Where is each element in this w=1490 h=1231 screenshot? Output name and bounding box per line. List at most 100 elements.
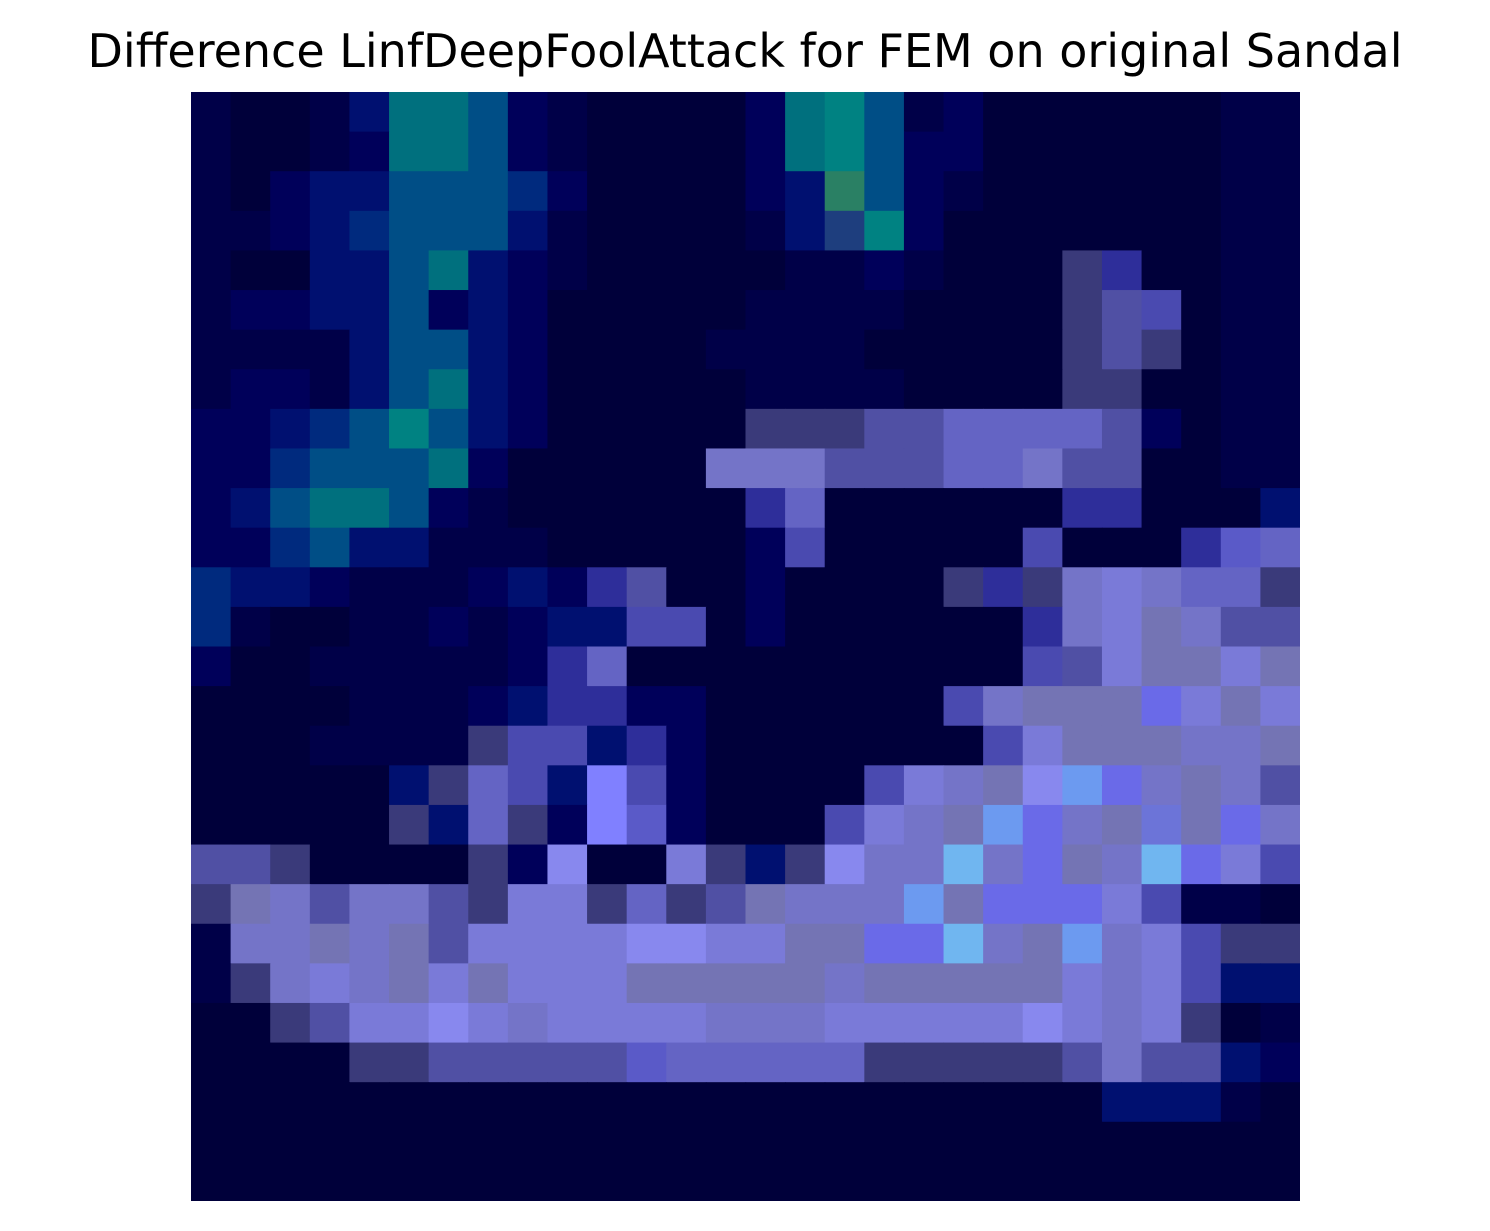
heatmap-pixel bbox=[428, 844, 469, 885]
heatmap-pixel bbox=[1022, 1161, 1063, 1201]
heatmap-pixel bbox=[428, 210, 469, 252]
heatmap-pixel bbox=[547, 686, 588, 727]
heatmap-pixel bbox=[666, 923, 707, 964]
heatmap-pixel bbox=[903, 765, 945, 806]
heatmap-pixel bbox=[1022, 686, 1063, 727]
heatmap-pixel bbox=[1181, 686, 1222, 727]
heatmap-pixel bbox=[270, 408, 311, 450]
heatmap-pixel bbox=[468, 844, 509, 885]
heatmap-pixel bbox=[309, 844, 351, 885]
heatmap-pixel bbox=[666, 804, 707, 846]
heatmap-pixel bbox=[903, 963, 945, 1004]
heatmap-pixel bbox=[903, 1082, 945, 1123]
heatmap-pixel bbox=[389, 1121, 430, 1162]
heatmap-pixel bbox=[903, 408, 945, 450]
heatmap-pixel bbox=[903, 686, 945, 727]
heatmap-pixel bbox=[191, 1082, 232, 1123]
heatmap-pixel bbox=[943, 923, 984, 964]
heatmap-pixel bbox=[507, 290, 549, 331]
heatmap-pixel bbox=[903, 1002, 945, 1044]
heatmap-pixel bbox=[903, 725, 945, 766]
heatmap-pixel bbox=[666, 448, 707, 489]
heatmap-pixel bbox=[507, 765, 549, 806]
heatmap-pixel bbox=[1220, 1042, 1261, 1083]
heatmap-pixel bbox=[785, 884, 826, 925]
heatmap-pixel bbox=[428, 1082, 469, 1123]
heatmap-pixel bbox=[1101, 527, 1143, 568]
heatmap-pixel bbox=[824, 250, 865, 291]
heatmap-pixel bbox=[666, 686, 707, 727]
heatmap-pixel bbox=[745, 765, 786, 806]
heatmap-pixel bbox=[626, 646, 667, 687]
heatmap-pixel bbox=[230, 290, 271, 331]
heatmap-pixel bbox=[428, 250, 469, 291]
heatmap-pixel bbox=[547, 527, 588, 568]
heatmap-pixel bbox=[547, 448, 588, 489]
heatmap-pixel bbox=[903, 844, 945, 885]
heatmap-pixel bbox=[270, 1082, 311, 1123]
heatmap-pixel bbox=[349, 963, 390, 1004]
heatmap-pixel bbox=[1022, 606, 1063, 648]
heatmap-pixel bbox=[191, 725, 232, 766]
heatmap-pixel bbox=[705, 1161, 747, 1201]
heatmap-pixel bbox=[666, 765, 707, 806]
heatmap-pixel bbox=[626, 131, 667, 172]
heatmap-pixel bbox=[864, 448, 905, 489]
heatmap-pixel bbox=[349, 210, 390, 252]
heatmap-pixel bbox=[1062, 804, 1103, 846]
heatmap-pixel bbox=[626, 1121, 667, 1162]
heatmap-pixel bbox=[270, 1042, 311, 1083]
heatmap-pixel bbox=[666, 329, 707, 370]
heatmap-pixel bbox=[389, 844, 430, 885]
heatmap-pixel bbox=[309, 448, 351, 489]
heatmap-pixel bbox=[1141, 686, 1182, 727]
heatmap-pixel bbox=[587, 1121, 628, 1162]
heatmap-pixel bbox=[785, 250, 826, 291]
heatmap-pixel bbox=[903, 448, 945, 489]
heatmap-pixel bbox=[666, 606, 707, 648]
heatmap-pixel bbox=[191, 1161, 232, 1201]
heatmap-pixel bbox=[428, 448, 469, 489]
heatmap-pixel bbox=[349, 171, 390, 212]
heatmap-pixel bbox=[547, 488, 588, 529]
heatmap-pixel bbox=[705, 290, 747, 331]
heatmap-pixel bbox=[191, 92, 232, 133]
heatmap-pixel bbox=[587, 131, 628, 172]
heatmap-pixel bbox=[1220, 1161, 1261, 1201]
heatmap-pixel bbox=[745, 1002, 786, 1044]
heatmap-pixel bbox=[785, 210, 826, 252]
heatmap-pixel bbox=[745, 369, 786, 410]
heatmap-pixel bbox=[1260, 646, 1300, 687]
heatmap-pixel bbox=[1220, 804, 1261, 846]
heatmap-pixel bbox=[468, 765, 509, 806]
heatmap-pixel bbox=[547, 844, 588, 885]
heatmap-pixel bbox=[824, 1161, 865, 1201]
heatmap-pixel bbox=[1022, 369, 1063, 410]
heatmap-pixel bbox=[785, 844, 826, 885]
heatmap-pixel bbox=[309, 923, 351, 964]
heatmap-pixel bbox=[428, 92, 469, 133]
heatmap-pixel bbox=[428, 527, 469, 568]
heatmap-pixel bbox=[309, 290, 351, 331]
heatmap-pixel bbox=[309, 488, 351, 529]
heatmap-pixel bbox=[626, 804, 667, 846]
heatmap-pixel bbox=[666, 725, 707, 766]
heatmap-pixel bbox=[983, 290, 1024, 331]
heatmap-pixel bbox=[745, 725, 786, 766]
heatmap-pixel bbox=[1220, 1121, 1261, 1162]
heatmap-pixel bbox=[824, 448, 865, 489]
heatmap-pixel bbox=[428, 606, 469, 648]
heatmap-pixel bbox=[309, 408, 351, 450]
heatmap-pixel bbox=[1181, 1121, 1222, 1162]
heatmap-pixel bbox=[507, 448, 549, 489]
heatmap-pixel bbox=[1062, 725, 1103, 766]
heatmap-pixel bbox=[270, 646, 311, 687]
heatmap-pixel bbox=[191, 1042, 232, 1083]
heatmap-pixel bbox=[230, 1121, 271, 1162]
heatmap-pixel bbox=[943, 448, 984, 489]
heatmap-pixel bbox=[785, 408, 826, 450]
heatmap-pixel bbox=[587, 567, 628, 608]
heatmap-pixel bbox=[270, 329, 311, 370]
heatmap-pixel bbox=[309, 250, 351, 291]
heatmap-pixel bbox=[230, 131, 271, 172]
